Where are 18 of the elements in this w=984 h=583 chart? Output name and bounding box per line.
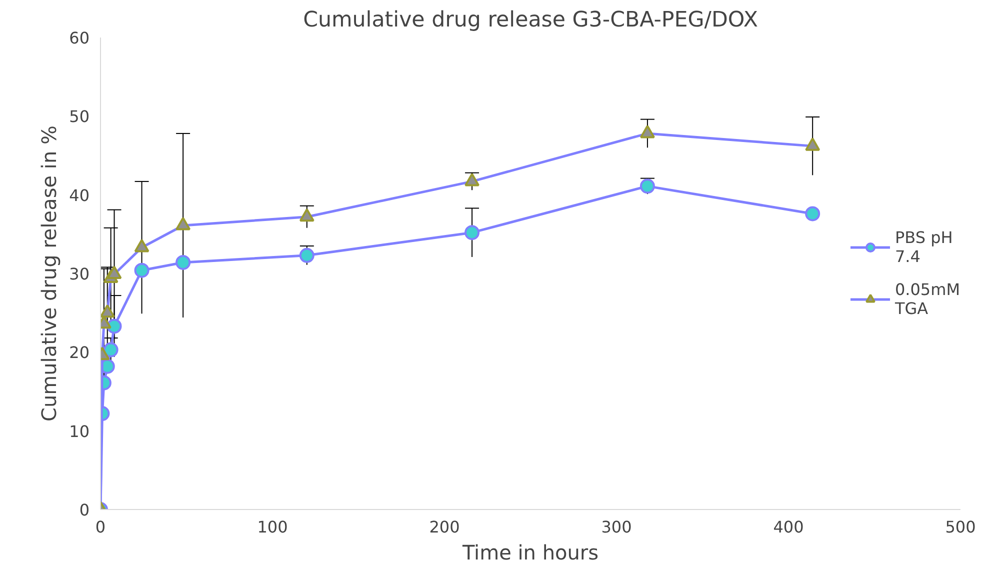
y-tick-label: 30 (69, 264, 90, 284)
y-tick-label: 60 (69, 28, 90, 48)
y-tick-label: 40 (69, 186, 90, 205)
x-tick-label: 400 (773, 518, 804, 536)
x-tick-label: 0 (95, 518, 106, 536)
x-tick-label: 500 (945, 518, 976, 536)
y-tick-label: 20 (69, 343, 90, 362)
chart-title: Cumulative drug release G3-CBA-PEG/DOX (303, 8, 758, 32)
x-tick-label: 100 (257, 518, 288, 536)
legend-label: PBS pH 7.4 (894, 228, 953, 266)
x-tick-label: 200 (429, 518, 460, 536)
y-tick-label: 50 (69, 107, 90, 126)
y-tick-label: 0 (79, 500, 90, 520)
y-axis-title: Cumulative drug release in % (37, 125, 62, 422)
x-tick-label: 300 (601, 518, 632, 536)
x-axis-title: Time in hours (461, 540, 599, 564)
legend-label: 0.05mM TGA (894, 280, 960, 318)
y-tick-label: 10 (69, 422, 90, 441)
